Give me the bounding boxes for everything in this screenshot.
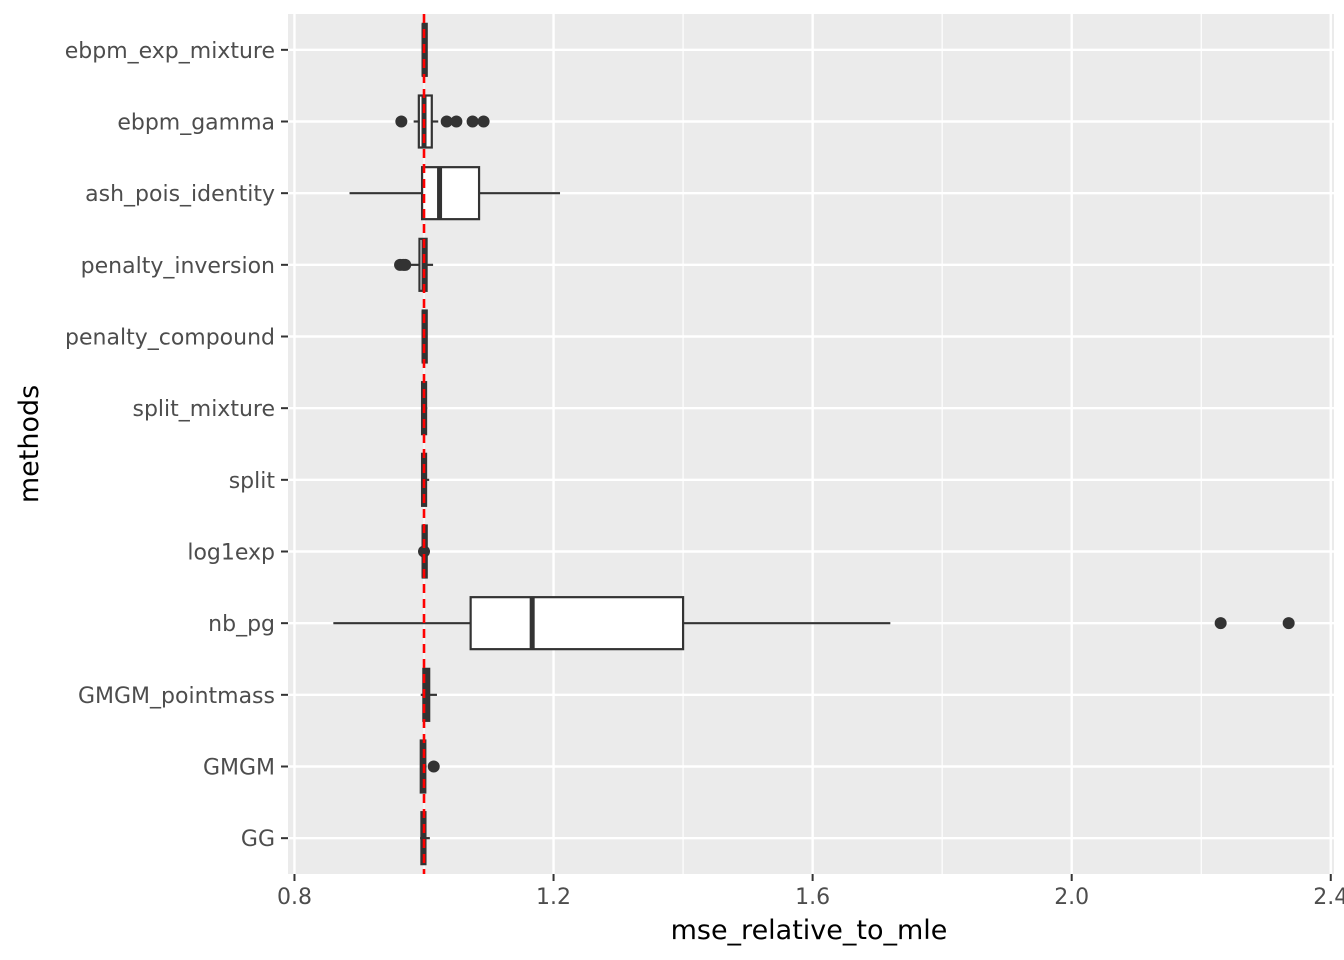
box-nb_pg <box>333 596 1295 651</box>
y-axis: ebpm_exp_mixture ebpm_gamma ash_pois_ident… <box>65 39 288 852</box>
outlier-point <box>477 115 490 128</box>
outlier-point <box>418 545 431 558</box>
y-tick-label: log1exp <box>187 541 275 566</box>
x-tick-label: 0.8 <box>277 885 312 910</box>
outlier-point <box>395 115 408 128</box>
x-tick-label: 1.2 <box>536 885 571 910</box>
y-tick-label: ebpm_gamma <box>117 111 275 136</box>
plot-panel <box>288 14 1334 874</box>
minor-gridlines <box>423 14 1202 874</box>
x-tick-label: 2.4 <box>1313 885 1344 910</box>
outlier-point <box>1282 617 1295 630</box>
outlier-point <box>1214 617 1227 630</box>
y-axis-title: methods <box>14 385 45 503</box>
outlier-point <box>466 115 479 128</box>
box-ash_pois_identity <box>349 166 561 221</box>
y-tick-label: GG <box>241 827 275 852</box>
outlier-point <box>440 115 453 128</box>
y-tick-label: split_mixture <box>132 397 275 422</box>
y-tick-label: ash_pois_identity <box>85 182 275 207</box>
outlier-point <box>399 258 412 271</box>
y-tick-label: ebpm_exp_mixture <box>65 39 275 64</box>
y-tick-label: penalty_inversion <box>81 254 275 279</box>
x-tick-label: 2.0 <box>1054 885 1089 910</box>
outlier-point <box>427 760 440 773</box>
outlier-point <box>450 115 463 128</box>
y-tick-label: GMGM_pointmass <box>78 684 275 709</box>
y-tick-label: GMGM <box>203 756 275 781</box>
x-axis: 0.8 1.2 1.6 2.0 2.4 <box>277 874 1344 910</box>
box-iqr <box>420 166 481 221</box>
y-tick-label: split <box>229 469 276 494</box>
box-iqr <box>469 596 685 651</box>
y-tick-label: penalty_compound <box>65 326 275 351</box>
x-tick-label: 1.6 <box>795 885 830 910</box>
x-axis-title: mse_relative_to_mle <box>671 915 948 946</box>
y-tick-label: nb_pg <box>208 612 275 637</box>
